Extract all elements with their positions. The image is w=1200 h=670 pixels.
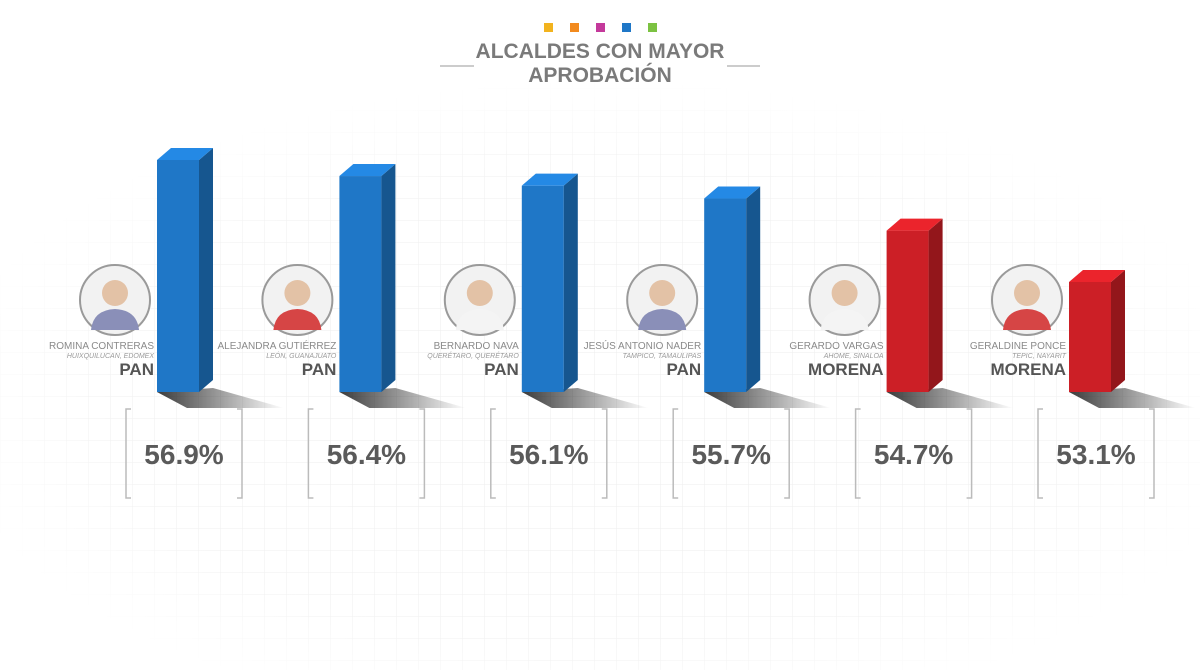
value-bracket [1149, 408, 1155, 499]
bar-side [1111, 270, 1125, 392]
bar [1069, 270, 1125, 392]
photo-body [1003, 309, 1051, 330]
candidate-party: PAN [484, 360, 519, 379]
candidate-name: GERALDINE PONCE [970, 341, 1066, 352]
bar-shadow [157, 388, 284, 408]
bar-shadow [339, 388, 467, 408]
value-bracket [784, 408, 790, 499]
candidate-location: HUIXQUILUCAN, EDOMEX [67, 353, 154, 360]
photo-body [455, 309, 504, 330]
candidate-location: TAMPICO, TAMAULIPAS [623, 353, 702, 360]
photo-head [284, 280, 311, 306]
bar-shadow [886, 388, 1014, 408]
candidate-location: QUERÉTARO, QUERÉTARO [427, 351, 519, 360]
bar-shadow [704, 388, 832, 408]
bar [704, 186, 761, 392]
bar [521, 173, 578, 392]
photo-head [831, 280, 858, 306]
bar-shadow [521, 388, 649, 408]
candidate-location: LEÓN, GUANAJUATO [266, 351, 337, 360]
value-label: 53.1% [1056, 439, 1135, 470]
bar-front [704, 198, 747, 392]
value-bracket [237, 408, 243, 499]
bar-front [1069, 282, 1111, 392]
value-bracket [125, 408, 131, 499]
bar-shadow [1069, 388, 1196, 408]
candidate-name: GERARDO VARGAS [789, 341, 884, 352]
candidate-party: MORENA [990, 360, 1066, 379]
bar-top [521, 173, 578, 186]
value-bracket [601, 408, 608, 499]
candidate-party: PAN [667, 360, 702, 379]
chart-title: ALCALDES CON MAYOR APROBACIÓN [475, 40, 725, 87]
value-label: 54.7% [874, 439, 953, 470]
value-bracket [307, 408, 314, 499]
bar [339, 164, 396, 392]
candidate-name: JESÚS ANTONIO NADER [584, 339, 702, 352]
photo-head [1014, 280, 1040, 306]
bar-front [886, 230, 929, 392]
candidate-name: BERNARDO NAVA [434, 341, 520, 352]
bar-front [157, 160, 199, 392]
bar-side [563, 173, 578, 392]
photo-body [820, 309, 869, 330]
candidate-name: ALEJANDRA GUTIÉRREZ [217, 339, 336, 352]
value-label: 55.7% [691, 439, 770, 470]
value-bracket [966, 408, 973, 499]
value-label: 56.9% [144, 439, 223, 470]
candidate-location: AHOME, SINALOA [823, 353, 884, 360]
value-bracket [1037, 408, 1043, 499]
bar-front [521, 185, 564, 392]
candidate-party: MORENA [808, 360, 884, 379]
bar-top [704, 186, 761, 199]
value-label: 56.1% [509, 439, 588, 470]
bar-top [886, 218, 943, 231]
bar-front [339, 176, 382, 392]
photo-head [649, 280, 676, 306]
photo-head [466, 280, 493, 306]
candidate-party: PAN [302, 360, 337, 379]
bar [157, 148, 213, 392]
value-label: 56.4% [327, 439, 406, 470]
value-bracket [419, 408, 426, 499]
candidate-location: TEPIC, NAYARIT [1012, 353, 1067, 360]
photo-body [638, 309, 687, 330]
bar-top [157, 148, 213, 160]
bar-top [339, 164, 396, 177]
value-bracket [854, 408, 861, 499]
bar-side [928, 218, 943, 392]
candidate-party: PAN [119, 360, 154, 379]
photo-body [273, 309, 322, 330]
bar-side [746, 186, 761, 392]
bar-side [199, 148, 213, 392]
photo-head [102, 280, 128, 306]
bar-top [1069, 270, 1125, 282]
value-bracket [490, 408, 496, 499]
bar-side [381, 164, 396, 392]
value-bracket [672, 408, 679, 499]
bar [886, 218, 943, 392]
color-dots [544, 23, 657, 32]
photo-body [91, 309, 139, 330]
candidate-name: ROMINA CONTRERAS [49, 341, 154, 352]
